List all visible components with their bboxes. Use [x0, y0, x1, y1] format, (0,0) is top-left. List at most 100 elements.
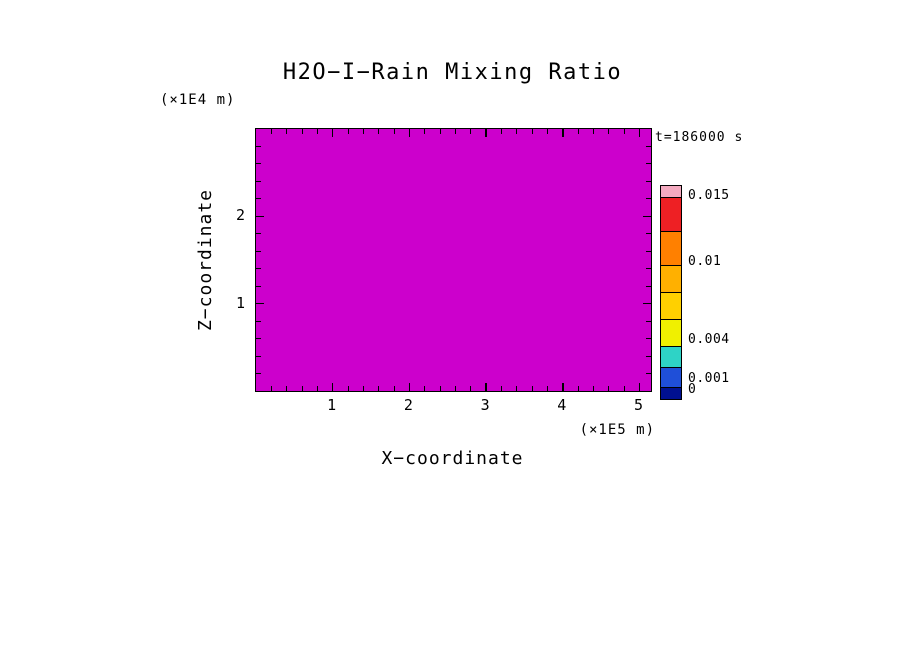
axis-tick [331, 129, 334, 137]
axis-tick [623, 386, 625, 391]
axis-tick [256, 302, 264, 305]
axis-tick [470, 386, 472, 391]
colorbar [660, 185, 682, 400]
axis-tick [646, 233, 651, 235]
colorbar-segment [661, 388, 681, 399]
x-tick-label: 3 [480, 396, 490, 414]
axis-tick [331, 383, 334, 391]
x-axis-units-label: (×1E5 m) [579, 422, 655, 438]
axis-tick [256, 198, 261, 200]
axis-tick [516, 386, 518, 391]
axis-tick [646, 145, 651, 147]
y-tick-label: 1 [235, 293, 245, 312]
colorbar-segment [661, 186, 681, 198]
axis-tick [316, 386, 318, 391]
colorbar-label: 0.015 [688, 188, 730, 203]
axis-tick [546, 386, 548, 391]
axis-tick [347, 386, 349, 391]
axis-tick [485, 383, 487, 391]
axis-tick [531, 129, 533, 134]
axis-tick [577, 129, 579, 134]
axis-tick [646, 163, 651, 165]
colorbar-labels: 0.015 0.01 0.004 0.001 0 [688, 185, 758, 405]
axis-tick [646, 268, 651, 270]
axis-tick [500, 129, 502, 134]
axis-tick [592, 386, 594, 391]
axis-tick [301, 129, 303, 134]
axis-tick [362, 386, 364, 391]
colorbar-segment [661, 347, 681, 368]
colorbar-label: 0.01 [688, 254, 722, 269]
axis-tick [256, 338, 261, 340]
axis-tick [485, 129, 487, 137]
axis-tick [270, 129, 272, 134]
axis-tick [562, 383, 564, 391]
colorbar-label: 0.001 [688, 371, 730, 386]
x-tick-label: 1 [327, 396, 337, 414]
axis-tick [638, 383, 641, 391]
axis-tick [646, 250, 651, 252]
axis-tick [608, 386, 610, 391]
colorbar-label: 0.004 [688, 332, 730, 347]
axis-tick [256, 215, 264, 218]
x-axis-title: X−coordinate [381, 448, 524, 469]
axis-tick [301, 386, 303, 391]
axis-tick [454, 386, 456, 391]
axis-tick [256, 268, 261, 270]
plot-area [255, 128, 652, 392]
axis-tick [424, 386, 426, 391]
axis-tick [638, 129, 641, 137]
axis-tick [546, 129, 548, 134]
axis-tick [408, 129, 411, 137]
axis-tick [643, 302, 651, 305]
axis-tick [362, 129, 364, 134]
axis-tick [646, 373, 651, 375]
chart-title: H2O−I−Rain Mixing Ratio [282, 60, 623, 85]
axis-tick [439, 386, 441, 391]
axis-tick [378, 129, 380, 134]
axis-tick [470, 129, 472, 134]
axis-tick [646, 285, 651, 287]
y-axis-units-label: (×1E4 m) [160, 92, 236, 108]
colorbar-segment [661, 266, 681, 293]
axis-tick [256, 250, 261, 252]
axis-tick [256, 163, 261, 165]
axis-tick [439, 129, 441, 134]
axis-tick [643, 215, 651, 218]
axis-tick [378, 386, 380, 391]
colorbar-segment [661, 293, 681, 320]
axis-tick [256, 145, 261, 147]
colorbar-segment [661, 368, 681, 388]
axis-tick [256, 373, 261, 375]
x-tick-label: 5 [633, 396, 643, 414]
axis-tick [256, 285, 261, 287]
colorbar-segment [661, 232, 681, 266]
axis-tick [286, 386, 288, 391]
axis-tick [531, 386, 533, 391]
axis-tick [393, 129, 395, 134]
x-tick-label: 4 [557, 396, 567, 414]
axis-tick [562, 129, 564, 137]
axis-tick [424, 129, 426, 134]
axis-tick [256, 180, 261, 182]
axis-tick [623, 129, 625, 134]
colorbar-segment [661, 320, 681, 347]
axis-tick [646, 320, 651, 322]
axis-tick [408, 383, 411, 391]
axis-tick [270, 386, 272, 391]
axis-tick [256, 320, 261, 322]
axis-tick [592, 129, 594, 134]
axis-tick [646, 198, 651, 200]
axis-tick [454, 129, 456, 134]
axis-tick [646, 338, 651, 340]
axis-tick [256, 355, 261, 357]
x-tick-label: 2 [403, 396, 413, 414]
axis-tick [608, 129, 610, 134]
axis-tick [516, 129, 518, 134]
axis-tick [316, 129, 318, 134]
axis-tick [347, 129, 349, 134]
axis-tick [393, 386, 395, 391]
colorbar-segment [661, 198, 681, 232]
